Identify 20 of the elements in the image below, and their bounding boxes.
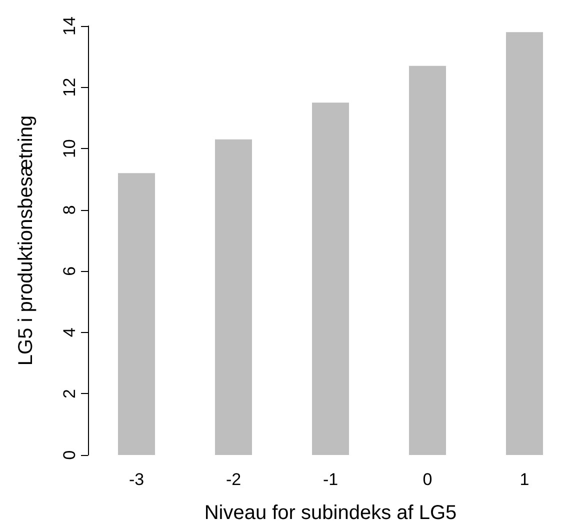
bar	[409, 66, 446, 455]
y-tick-label: 2	[60, 388, 79, 398]
bar	[118, 173, 155, 455]
x-tick-label: -1	[322, 470, 338, 489]
y-tick-label: 12	[60, 78, 79, 97]
x-tick-label: -3	[128, 470, 144, 489]
y-tick-label: 14	[60, 16, 79, 36]
y-tick-label: 8	[60, 205, 79, 215]
bar	[506, 32, 543, 455]
x-axis-title: Niveau for subindeks af LG5	[204, 502, 457, 524]
x-tick-label: 1	[520, 470, 530, 489]
y-tick-label: 10	[60, 139, 79, 158]
y-tick-label: 0	[60, 450, 79, 460]
x-tick-label: -2	[226, 470, 242, 489]
x-tick-label: 0	[422, 470, 432, 489]
bar	[215, 139, 252, 455]
y-tick-label: 6	[60, 266, 79, 276]
y-tick-label: 4	[60, 328, 79, 338]
bar	[312, 102, 349, 455]
y-axis-title: LG5 i produktionsbesætning	[15, 115, 37, 366]
